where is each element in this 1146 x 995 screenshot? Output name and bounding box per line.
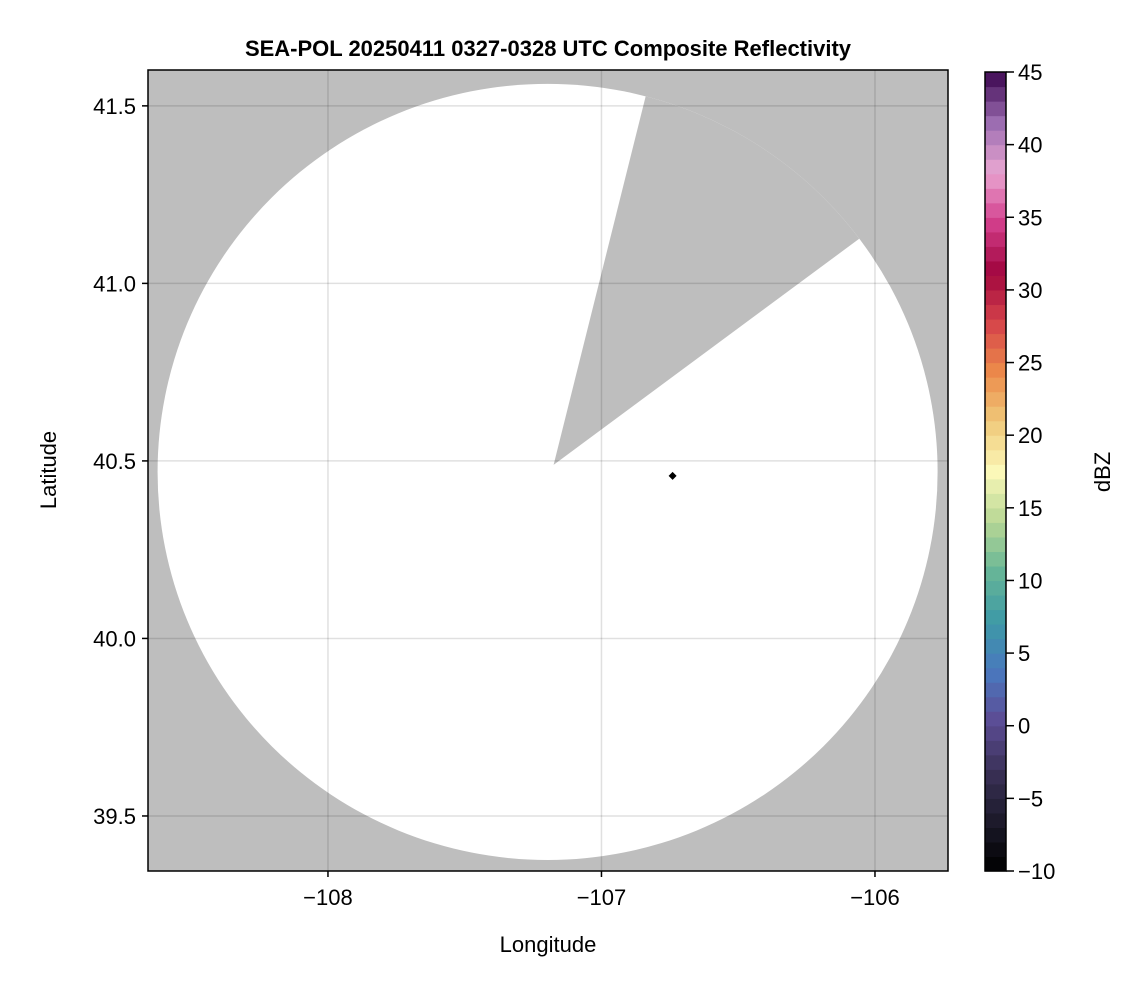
colorbar-tick-label: 30: [1018, 278, 1042, 303]
plot-area: [148, 70, 948, 871]
colorbar-level: [985, 754, 1006, 770]
colorbar-label: dBZ: [1090, 452, 1115, 492]
colorbar-level: [985, 318, 1006, 335]
colorbar-tick-label: 35: [1018, 205, 1042, 230]
colorbar-level: [985, 493, 1006, 509]
colorbar-level: [985, 449, 1006, 465]
colorbar-level: [985, 682, 1006, 698]
colorbar-tick-label: −10: [1018, 859, 1055, 884]
colorbar-level: [985, 231, 1006, 247]
radar-location-marker: [668, 471, 677, 480]
colorbar-level: [985, 740, 1006, 756]
colorbar-tick-label: 15: [1018, 496, 1042, 521]
colorbar: −10 −5 0 5 10 15 20 25 30 35 40 45: [984, 60, 1055, 884]
colorbar-level: [985, 827, 1006, 843]
y-axis-label: Latitude: [36, 431, 61, 509]
colorbar-level: [985, 159, 1006, 175]
colorbar-level: [985, 275, 1006, 291]
colorbar-tick-label: 40: [1018, 133, 1042, 158]
colorbar-level: [985, 565, 1006, 582]
colorbar-tick-label: 25: [1018, 351, 1042, 376]
colorbar-level: [985, 783, 1006, 799]
colorbar-frame: [984, 71, 1007, 872]
x-tick-label: −106: [850, 885, 900, 910]
colorbar-level: [985, 130, 1006, 146]
colorbar-level: [985, 406, 1006, 422]
colorbar-level: [985, 333, 1006, 349]
colorbar-level: [985, 188, 1006, 204]
colorbar-level: [985, 653, 1006, 669]
colorbar-level: [985, 522, 1006, 538]
colorbar-tick-label: 10: [1018, 568, 1042, 593]
colorbar-level: [985, 667, 1006, 683]
colorbar-level: [985, 420, 1006, 436]
colorbar-level: [985, 638, 1006, 654]
colorbar-level: [985, 696, 1006, 712]
colorbar-level: [985, 609, 1006, 625]
colorbar-level: [985, 507, 1006, 523]
colorbar-level: [985, 362, 1006, 378]
colorbar-level: [985, 289, 1006, 306]
colorbar-level: [985, 246, 1006, 262]
colorbar-level: [985, 798, 1006, 814]
y-tick-label: 40.5: [93, 449, 136, 474]
colorbar-tick-label: −5: [1018, 786, 1043, 811]
colorbar-level: [985, 812, 1006, 829]
colorbar-level: [985, 711, 1006, 727]
chart-title: SEA-POL 20250411 0327-0328 UTC Composite…: [245, 36, 852, 61]
y-tick-label: 41.0: [93, 271, 136, 296]
colorbar-tick-label: 45: [1018, 60, 1042, 85]
colorbar-level: [985, 115, 1006, 131]
plot-frame: [147, 69, 949, 872]
colorbar-level: [985, 856, 1006, 872]
colorbar-level: [985, 725, 1006, 741]
x-tick-label: −107: [577, 885, 627, 910]
colorbar-level: [985, 551, 1006, 567]
colorbar-level: [985, 348, 1006, 364]
colorbar-level: [985, 769, 1006, 785]
colorbar-level: [985, 377, 1006, 393]
grid-lines: [148, 70, 948, 871]
colorbar-level: [985, 101, 1006, 117]
colorbar-level: [985, 536, 1006, 552]
colorbar-level: [985, 478, 1006, 494]
colorbar-level: [985, 624, 1006, 640]
colorbar-level: [985, 435, 1006, 451]
colorbar-level: [985, 391, 1006, 407]
x-axis-label: Longitude: [500, 932, 597, 957]
colorbar-level: [985, 594, 1006, 611]
colorbar-level: [985, 202, 1006, 218]
colorbar-level: [985, 173, 1006, 189]
colorbar-level: [985, 464, 1006, 480]
colorbar-level: [985, 841, 1006, 858]
colorbar-level: [985, 580, 1006, 596]
colorbar-level: [985, 217, 1006, 233]
colorbar-level: [985, 260, 1006, 276]
x-tick-label: −108: [303, 885, 353, 910]
colorbar-level: [985, 304, 1006, 320]
colorbar-level: [985, 86, 1006, 102]
colorbar-level: [985, 144, 1006, 160]
colorbar-tick-label: 20: [1018, 423, 1042, 448]
y-tick-label: 39.5: [93, 804, 136, 829]
y-tick-label: 40.0: [93, 626, 136, 651]
colorbar-tick-label: 5: [1018, 641, 1030, 666]
colorbar-tick-label: 0: [1018, 714, 1030, 739]
y-tick-label: 41.5: [93, 94, 136, 119]
colorbar-level: [985, 72, 1006, 88]
